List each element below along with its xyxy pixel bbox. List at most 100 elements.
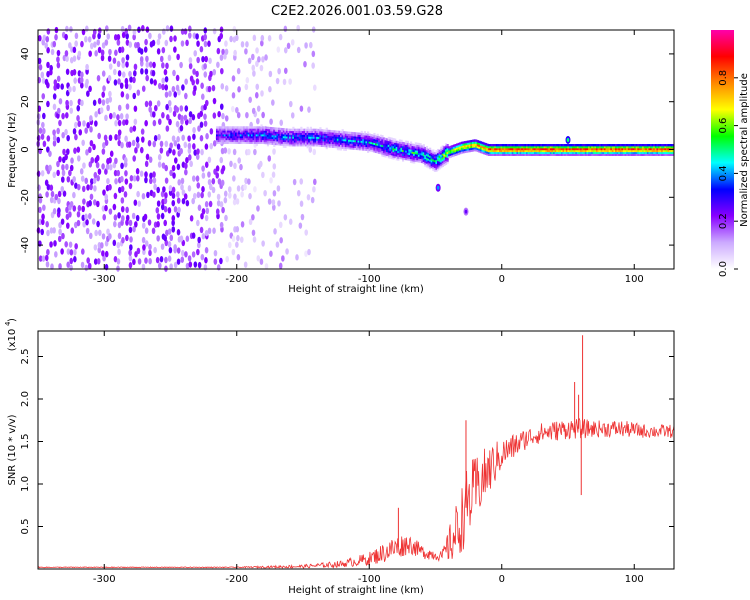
spectrogram-signal-cell — [424, 152, 427, 156]
spectrogram-noise-cell — [156, 221, 160, 228]
spectrogram-signal-cell — [521, 151, 524, 155]
spectrogram-signal-cell — [411, 151, 414, 154]
spectrogram-signal-cell — [611, 149, 615, 153]
spectrogram-noise-cell — [176, 136, 180, 143]
spectrogram-noise-cell — [156, 200, 161, 207]
spectrogram-noise-cell — [56, 75, 61, 82]
spectrogram-signal-cell — [611, 143, 615, 147]
spectrogram-signal-cell — [322, 138, 325, 142]
spectrogram-signal-cell — [669, 145, 672, 149]
spectrogram-signal-cell — [338, 132, 341, 136]
spectrogram-signal-cell — [362, 132, 365, 136]
spectrogram-signal-cell — [238, 139, 241, 143]
spectrogram-signal-cell — [627, 145, 630, 149]
spectrogram-signal-cell — [487, 147, 491, 151]
spectrogram-signal-cell — [452, 148, 456, 151]
spectrogram-signal-cell — [516, 149, 519, 153]
spectrogram-signal-cell — [311, 142, 314, 145]
spectrogram-signal-cell — [238, 137, 241, 141]
spectrogram-signal-cell — [483, 142, 486, 145]
spectrogram-signal-cell — [559, 153, 562, 156]
spectrogram-signal-cell — [409, 152, 413, 156]
spectrogram-signal-cell — [414, 157, 417, 161]
spectrogram-signal-cell — [665, 143, 669, 147]
spectrogram-noise-cell — [255, 47, 259, 54]
spectrogram-signal-cell — [497, 143, 500, 147]
spectrogram-signal-cell — [397, 142, 400, 146]
spectrogram-noise-cell — [82, 162, 86, 169]
spectrogram-noise-cell — [97, 132, 101, 140]
spectrogram-noise-cell — [204, 214, 209, 222]
spectrogram-noise-cell — [212, 27, 217, 35]
spectrogram-signal-cell — [257, 132, 260, 135]
spectrogram-signal-cell — [441, 149, 444, 152]
spectrogram-signal-cell — [398, 147, 402, 150]
spectrogram-signal-cell — [533, 149, 537, 153]
spectrogram-signal-cell — [297, 134, 300, 137]
spectrogram-signal-cell — [411, 149, 414, 152]
spectrogram-signal-cell — [327, 133, 330, 137]
spectrogram-noise-cell — [259, 258, 264, 265]
spectrogram-noise-cell — [73, 147, 77, 154]
spectrogram-signal-cell — [295, 143, 298, 147]
spectrogram-noise-cell — [212, 227, 216, 234]
spectrogram-signal-cell — [452, 146, 456, 149]
spectrogram-signal-cell — [486, 143, 489, 146]
spectrogram-signal-cell — [308, 142, 311, 145]
spectrogram-signal-cell — [599, 153, 602, 156]
spectrogram-signal-cell — [220, 128, 223, 131]
spectrogram-signal-cell — [648, 147, 651, 151]
spectrogram-signal-cell — [338, 146, 341, 149]
spectrogram-signal-cell — [473, 145, 476, 148]
spectrogram-noise-cell — [161, 83, 165, 91]
spectrogram-noise-cell — [252, 34, 257, 42]
spectrogram-signal-cell — [309, 140, 312, 143]
spectrogram-signal-cell — [503, 145, 506, 149]
spectrogram-signal-cell — [475, 145, 478, 148]
spectrogram-signal-cell — [300, 132, 303, 135]
spectrogram-signal-cell — [487, 145, 491, 149]
spectrogram-signal-cell — [384, 139, 387, 143]
spectrogram-signal-cell — [332, 135, 335, 139]
spectrogram-signal-cell — [591, 143, 594, 147]
spectrogram-signal-cell — [244, 135, 247, 139]
spectrogram-signal-cell — [446, 149, 449, 153]
spectrogram-noise-cell — [177, 179, 182, 186]
spectrogram-noise-cell — [117, 78, 121, 85]
spectrogram-noise-cell — [173, 140, 178, 147]
spectrogram-signal-cell — [409, 160, 413, 163]
y-tick-label: 1.5 — [20, 434, 31, 450]
spectrogram-signal-cell — [430, 158, 433, 161]
spectrogram-signal-cell — [537, 147, 540, 151]
spectrogram-signal-cell — [222, 133, 225, 137]
snr-series-line — [37, 417, 675, 570]
spectrogram-signal-cell — [371, 143, 374, 147]
spectrogram-signal-cell — [300, 142, 303, 145]
spectrogram-signal-cell — [371, 136, 374, 139]
spectrogram-signal-cell — [284, 134, 287, 137]
spectrogram-signal-cell — [297, 143, 300, 147]
spectrogram-signal-cell — [298, 132, 301, 135]
spectrogram-signal-cell — [411, 143, 414, 147]
spectrogram-noise-cell — [101, 163, 105, 170]
snr-scale-exponent: 4 — [4, 321, 12, 326]
spectrogram-signal-cell — [619, 147, 623, 151]
spectrogram-signal-cell — [635, 147, 638, 151]
spectrogram-signal-cell — [343, 148, 346, 151]
spectrogram-signal-cell — [456, 149, 459, 152]
spectrogram-signal-cell — [462, 143, 465, 146]
spectrogram-noise-cell — [136, 175, 140, 182]
spectrogram-signal-cell — [417, 158, 421, 161]
spectrogram-signal-cell — [376, 145, 379, 148]
spectrogram-signal-cell — [642, 145, 645, 149]
spectrogram-signal-cell — [603, 151, 607, 155]
spectrogram-noise-cell — [73, 221, 78, 229]
spectrogram-noise-cell — [253, 148, 257, 156]
spectrogram-noise-cell — [84, 264, 89, 272]
spectrogram-noise-cell — [168, 189, 173, 196]
spectrogram-noise-cell — [215, 165, 220, 172]
spectrogram-signal-cell — [301, 128, 305, 132]
snr-x-label: Height of straight line (km) — [288, 585, 424, 596]
spectrogram-signal-cell — [500, 153, 503, 156]
spectrogram-signal-cell — [470, 141, 473, 145]
